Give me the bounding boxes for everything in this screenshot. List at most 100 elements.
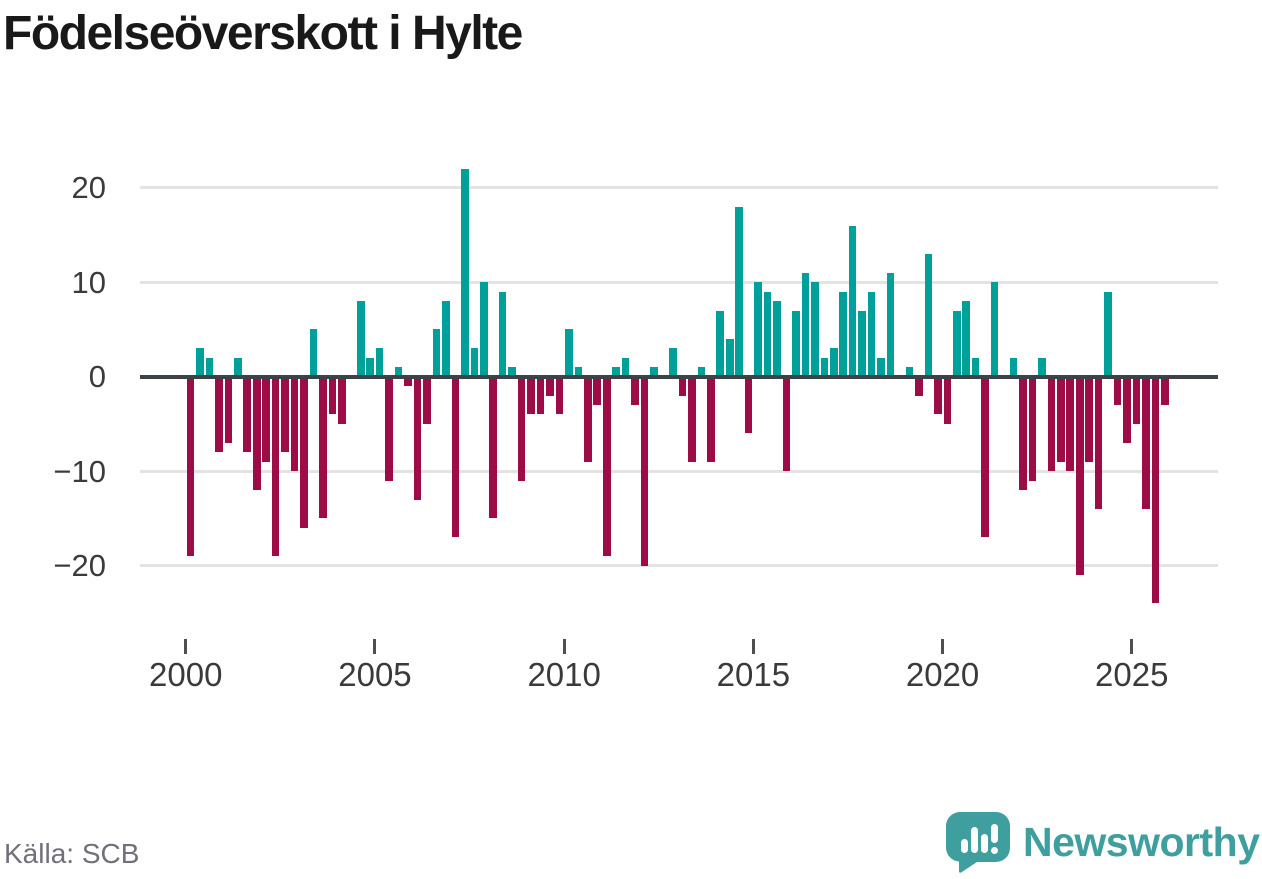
- bar-2003Q2: [309, 329, 318, 377]
- bar-2004Q3: [356, 301, 365, 377]
- bar-2005Q4: [404, 376, 412, 387]
- bar-2001Q2: [234, 357, 242, 377]
- y-axis-label-10: 10: [71, 264, 106, 300]
- x-axis-tick-2025: [1130, 639, 1134, 654]
- gridline-y-10: [140, 280, 1218, 284]
- bar-2025Q1: [1132, 376, 1141, 424]
- bar-2009Q3: [546, 376, 554, 396]
- gridline-y-20: [140, 186, 1218, 190]
- bar-2012Q1: [640, 376, 649, 566]
- x-axis-tick-2010: [562, 639, 566, 654]
- bar-2003Q3: [319, 376, 327, 519]
- bar-2008Q2: [498, 291, 507, 377]
- bar-2015Q4: [782, 376, 791, 472]
- bar-2009Q2: [536, 376, 545, 415]
- bar-2022Q2: [1028, 376, 1037, 481]
- bar-2006Q2: [423, 376, 431, 424]
- bar-2019Q2: [915, 376, 923, 396]
- bar-2018Q1: [867, 291, 876, 377]
- x-axis-label-2025: 2025: [1095, 656, 1169, 693]
- bar-2007Q2: [461, 168, 469, 377]
- bar-2006Q1: [413, 376, 422, 500]
- bar-2012Q4: [669, 348, 677, 377]
- bar-2017Q1: [829, 348, 838, 377]
- bar-2009Q4: [555, 376, 564, 415]
- bar-2014Q3: [735, 206, 743, 377]
- bar-2021Q2: [990, 282, 999, 377]
- bar-2007Q1: [451, 376, 460, 538]
- bar-2019Q3: [924, 253, 933, 377]
- gridline-y--10: [140, 469, 1218, 473]
- bar-2008Q1: [489, 376, 497, 519]
- newsworthy-wordmark: Newsworthy: [1023, 819, 1260, 865]
- newsworthy-logo: Newsworthy: [946, 811, 1260, 873]
- bar-2014Q1: [716, 310, 725, 377]
- x-axis-tick-2020: [941, 639, 945, 654]
- bar-2007Q3: [470, 348, 479, 377]
- bar-2019Q1: [905, 367, 914, 377]
- bar-2006Q4: [442, 301, 450, 377]
- bar-2003Q1: [300, 376, 308, 528]
- bar-2001Q4: [252, 376, 261, 491]
- newsworthy-speech-bubble-barchart-icon: [946, 811, 1010, 873]
- x-axis-tick-2000: [184, 639, 188, 654]
- bar-2020Q1: [943, 376, 952, 424]
- bar-2000Q1: [186, 376, 195, 557]
- bar-2000Q3: [205, 357, 214, 377]
- bar-2023Q4: [1085, 376, 1093, 462]
- bar-2005Q2: [385, 376, 393, 481]
- page-title: Födelseöverskott i Hylte: [3, 7, 523, 60]
- bar-2002Q2: [271, 376, 280, 557]
- bar-2015Q3: [773, 301, 781, 377]
- bar-2020Q4: [971, 357, 980, 377]
- bar-2022Q3: [1038, 357, 1046, 377]
- gridline-y--20: [140, 564, 1218, 568]
- bar-2019Q4: [934, 376, 942, 415]
- bar-2025Q2: [1142, 376, 1150, 509]
- bar-2010Q2: [574, 367, 583, 377]
- bar-2023Q3: [1075, 376, 1084, 576]
- bar-2023Q1: [1057, 376, 1065, 462]
- bar-2024Q3: [1113, 376, 1122, 406]
- bar-2024Q2: [1104, 291, 1112, 377]
- bar-2011Q1: [602, 376, 611, 557]
- bar-2009Q1: [527, 376, 535, 415]
- bar-2010Q1: [565, 329, 573, 377]
- bar-2025Q3: [1151, 376, 1160, 604]
- bar-2010Q3: [584, 376, 592, 462]
- bar-2001Q1: [224, 376, 233, 443]
- bar-2017Q4: [858, 310, 866, 377]
- source-label: Källa: SCB: [4, 838, 140, 869]
- y-axis-label-0: 0: [88, 359, 106, 395]
- x-axis-tick-2005: [373, 639, 377, 654]
- x-axis-label-2005: 2005: [338, 656, 412, 693]
- bar-2016Q2: [801, 272, 810, 377]
- bar-2016Q1: [792, 310, 800, 377]
- bar-2011Q3: [621, 357, 630, 377]
- bar-2002Q1: [262, 376, 270, 462]
- bar-2011Q2: [612, 367, 620, 377]
- bar-2018Q3: [886, 272, 895, 377]
- bar-2005Q3: [394, 367, 403, 377]
- bar-2017Q2: [839, 291, 848, 377]
- bar-2018Q2: [877, 357, 885, 377]
- bar-2000Q4: [215, 376, 223, 453]
- bar-2004Q4: [366, 357, 375, 377]
- bar-2015Q2: [763, 291, 772, 377]
- bar-2020Q2: [952, 310, 961, 377]
- bar-2015Q1: [754, 282, 762, 377]
- bar-2007Q4: [479, 282, 488, 377]
- y-axis-label--10: −10: [53, 453, 106, 489]
- bar-2002Q3: [281, 376, 289, 453]
- bar-2002Q4: [290, 376, 299, 472]
- y-axis-label-20: 20: [71, 170, 106, 206]
- bar-2021Q4: [1009, 357, 1018, 377]
- bar-2022Q1: [1019, 376, 1027, 491]
- bar-2013Q2: [688, 376, 696, 462]
- x-axis-label-2015: 2015: [716, 656, 791, 693]
- bar-2017Q3: [848, 225, 857, 377]
- bar-2000Q2: [196, 348, 204, 377]
- x-axis-label-2020: 2020: [905, 656, 980, 693]
